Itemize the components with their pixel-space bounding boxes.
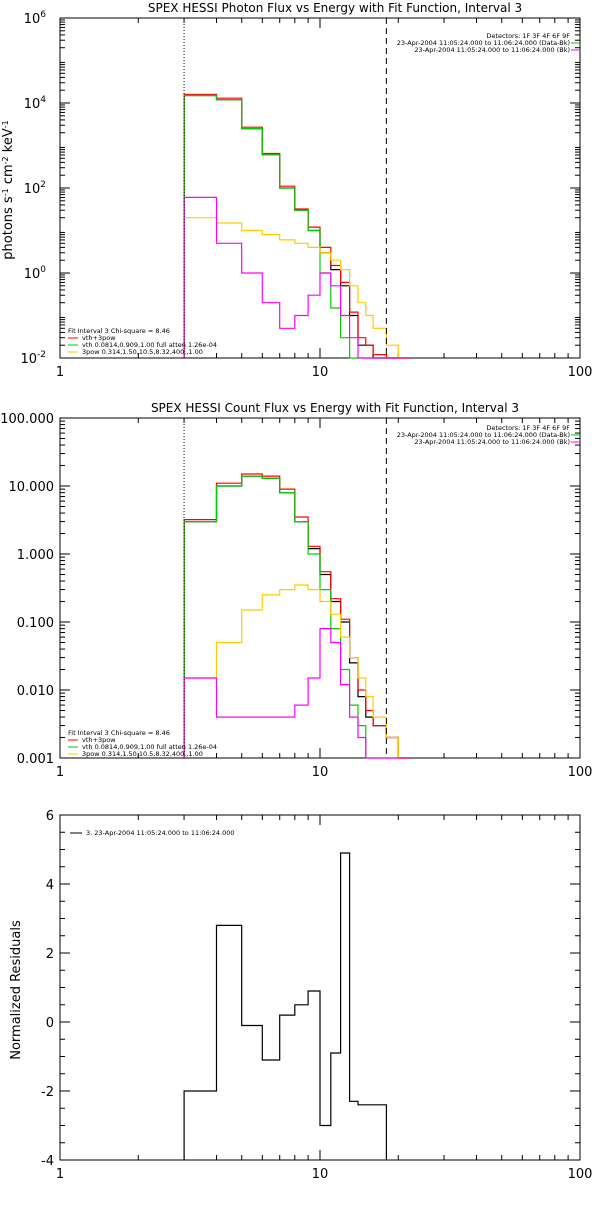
y-tick-label: 100 — [24, 265, 47, 282]
x-tick-label: 1 — [56, 765, 64, 780]
y-tick-label: 0 — [46, 1016, 54, 1031]
x-tick-label: 1 — [56, 365, 64, 380]
y-tick-label: -2 — [41, 1085, 54, 1100]
legend-entry: vth+3pow — [82, 736, 116, 744]
plot-frame — [59, 17, 581, 359]
legend-entry: Fit Interval 3 Chi-square = 8.46 — [68, 729, 170, 737]
header-line: 23-Apr-2004 11:05:24.000 to 11:06:24.000… — [397, 39, 570, 47]
y-tick-label: 106 — [24, 10, 47, 27]
legend-entry: 3pow 0.314,1.50,10.5,8.32,400.,1.00 — [82, 750, 203, 758]
legend: Fit Interval 3 Chi-square = 8.46 vth+3po… — [68, 327, 217, 356]
y-tick-label: 0.010 — [17, 684, 54, 699]
x-tick-label: 100 — [568, 1167, 593, 1182]
header-block: Detectors: 1F 3F 4F 6F 9F 23-Apr-2004 11… — [397, 32, 579, 54]
y-tick-label: 104 — [24, 95, 47, 112]
x-tick-label: 100 — [568, 365, 593, 380]
panel-residuals: -4 -2 0 2 4 6 1 10 100 3. 23-Apr-2004 11:05:24.… — [9, 809, 592, 1182]
header-line: 23-Apr-2004 11:05:24.000 to 11:06:24.000… — [414, 438, 570, 446]
x-tick-label: 10 — [312, 765, 329, 780]
panel-photon-flux: SPEX HESSI Photon Flux vs Energy with Fi… — [1, 1, 593, 380]
y-tick-label: 4 — [46, 878, 54, 893]
series-line — [183, 94, 409, 359]
header-block: Detectors: 1F 3F 4F 6F 9F 23-Apr-2004 11… — [397, 424, 579, 446]
series-line — [183, 217, 409, 359]
y-axis-label: Normalized Residuals — [9, 920, 24, 1060]
legend: 3. 23-Apr-2004 11:05:24.000 to 11:06:24.… — [70, 829, 235, 837]
series-line — [183, 196, 409, 359]
legend-entry: vth 0.0814,0.909,1.00 full atten 1.26e-0… — [82, 743, 217, 751]
y-tick-label: 1.000 — [17, 548, 54, 563]
series-line — [183, 475, 409, 759]
header-line: 23-Apr-2004 11:05:24.000 to 11:06:24.000… — [397, 431, 570, 439]
y-axis-label: photons s-1 cm-2 keV-1 — [1, 120, 17, 259]
x-tick-label: 10 — [312, 1167, 329, 1182]
y-tick-label: 102 — [24, 180, 46, 197]
chart-title: SPEX HESSI Photon Flux vs Energy with Fi… — [148, 1, 522, 15]
panel-count-flux: SPEX HESSI Count Flux vs Energy with Fit… — [0, 401, 592, 780]
x-tick-label: 1 — [56, 1167, 64, 1182]
y-tick-label: 10.000 — [9, 480, 55, 495]
series-line — [183, 94, 409, 359]
legend-entry: vth+3pow — [82, 334, 116, 342]
y-tick-label: -4 — [41, 1154, 54, 1169]
legend-entry: 3pow 0.314,1.50,10.5,8.32,400.,1.00 — [82, 348, 203, 356]
y-tick-label: 10-2 — [20, 350, 46, 367]
legend-entry: 3. 23-Apr-2004 11:05:24.000 to 11:06:24.… — [86, 829, 235, 837]
legend-entry: Fit Interval 3 Chi-square = 8.46 — [68, 327, 170, 335]
legend-entry: vth 0.0814,0.909,1.00 full atten 1.26e-0… — [82, 341, 217, 349]
chart-title: SPEX HESSI Count Flux vs Energy with Fit… — [151, 401, 519, 415]
x-tick-label: 10 — [312, 365, 329, 380]
legend: Fit Interval 3 Chi-square = 8.46 vth+3po… — [68, 729, 217, 758]
y-tick-label: 6 — [46, 809, 54, 824]
series-line — [183, 475, 409, 759]
y-tick-label: 100.000 — [0, 412, 54, 427]
y-tick-label: 0.001 — [17, 752, 54, 767]
series-line — [183, 93, 409, 359]
header-line: 23-Apr-2004 11:05:24.000 to 11:06:24.000… — [414, 46, 570, 54]
y-tick-label: 2 — [46, 947, 54, 962]
header-line: Detectors: 1F 3F 4F 6F 9F — [486, 32, 570, 40]
series-line — [183, 852, 387, 1160]
header-line: Detectors: 1F 3F 4F 6F 9F — [486, 424, 570, 432]
series-line — [183, 584, 409, 759]
series-line — [183, 473, 409, 759]
series-line — [183, 628, 409, 759]
x-tick-label: 100 — [568, 765, 593, 780]
y-tick-label: 0.100 — [17, 616, 54, 631]
